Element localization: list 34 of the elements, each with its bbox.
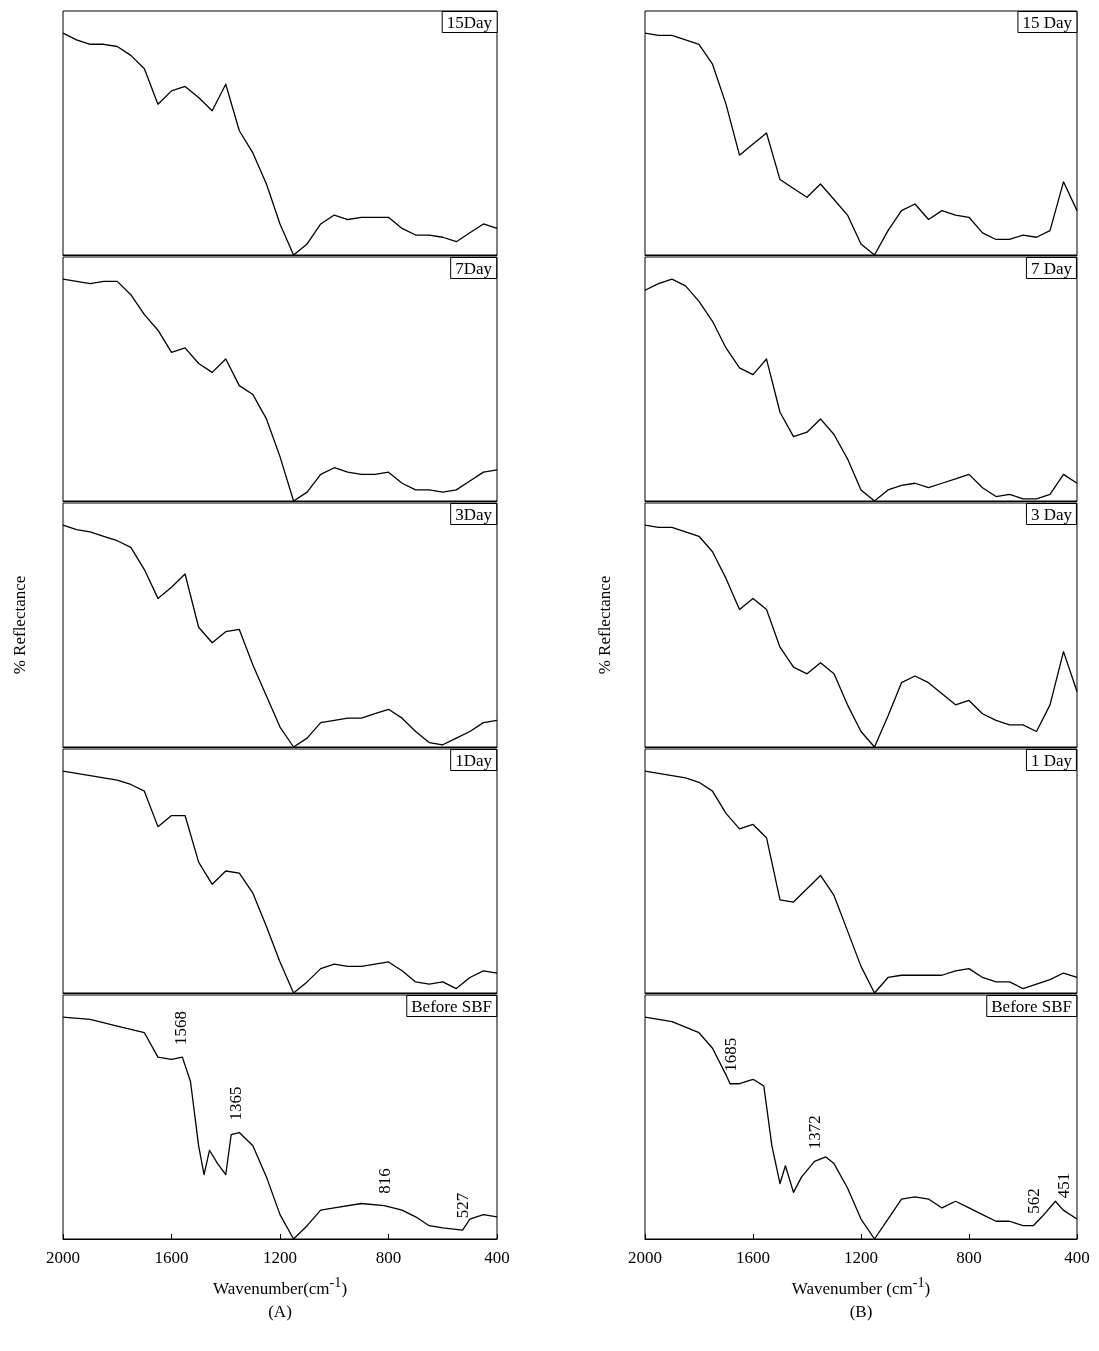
y-axis-title: % Reflectance [10,575,30,675]
chart-title: 7Day [455,259,493,278]
x-tick-label: 800 [375,1248,402,1267]
annotation: 527 [453,1192,473,1219]
annotation: 1568 [170,1011,190,1046]
x-tick-label: 1600 [736,1248,770,1267]
chart-title: 7 Day [1030,259,1073,278]
x-tick-label: 1600 [154,1248,189,1267]
x-tick-label: 1200 [263,1248,297,1267]
annotation: 1365 [225,1086,245,1121]
annotation: 816 [374,1168,394,1194]
chart-title: Before SBF [991,997,1072,1016]
annotation: 1685 [720,1037,740,1072]
x-tick-label: 2000 [46,1248,80,1267]
x-tick-label: 1200 [844,1248,878,1267]
annotation: 451 [1053,1172,1073,1199]
chart-title: 15Day [446,13,493,32]
x-tick-label: 400 [484,1248,510,1267]
chart-title: 15 Day [1022,13,1073,32]
chart-title: 3Day [455,505,493,524]
x-axis-title: Wavenumber(cm$^{-1}$) [212,1274,348,1299]
annotation: 1372 [805,1115,825,1150]
text: (B) [849,1302,873,1322]
text: (A) [268,1302,292,1322]
y-axis-title: % Reflectance [595,575,615,675]
chart-title: 1Day [455,751,493,770]
chart-title: 3 Day [1030,505,1073,524]
x-tick-label: 2000 [628,1248,662,1267]
x-tick-label: 800 [956,1248,982,1267]
chart-title: 1 Day [1030,751,1073,770]
x-axis-title: Wavenumber (cm$^{-1}$) [791,1274,931,1299]
x-tick-label: 400 [1064,1248,1090,1267]
annotation: 562 [1023,1188,1043,1214]
chart-title: Before SBF [411,997,492,1016]
